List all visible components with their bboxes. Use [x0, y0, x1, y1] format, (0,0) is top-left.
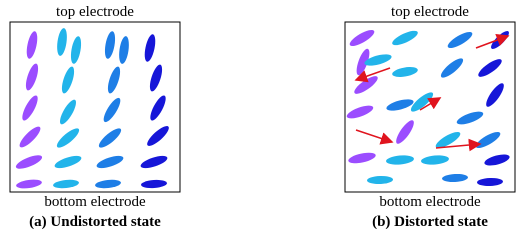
molecules	[345, 27, 511, 186]
bottom-label: bottom electrode	[44, 194, 146, 210]
panel-a: top electrode	[10, 4, 180, 230]
arrow	[356, 130, 392, 142]
bottom-label: bottom electrode	[379, 194, 481, 210]
caption: (b) Distorted state	[372, 214, 488, 230]
panel-b: top electrode	[345, 4, 515, 230]
caption: (a) Undistorted state	[29, 214, 161, 230]
figure: top electrode	[0, 0, 516, 240]
top-label: top electrode	[391, 4, 469, 20]
arrows	[356, 36, 508, 148]
molecules	[14, 28, 171, 190]
top-label: top electrode	[56, 4, 134, 20]
